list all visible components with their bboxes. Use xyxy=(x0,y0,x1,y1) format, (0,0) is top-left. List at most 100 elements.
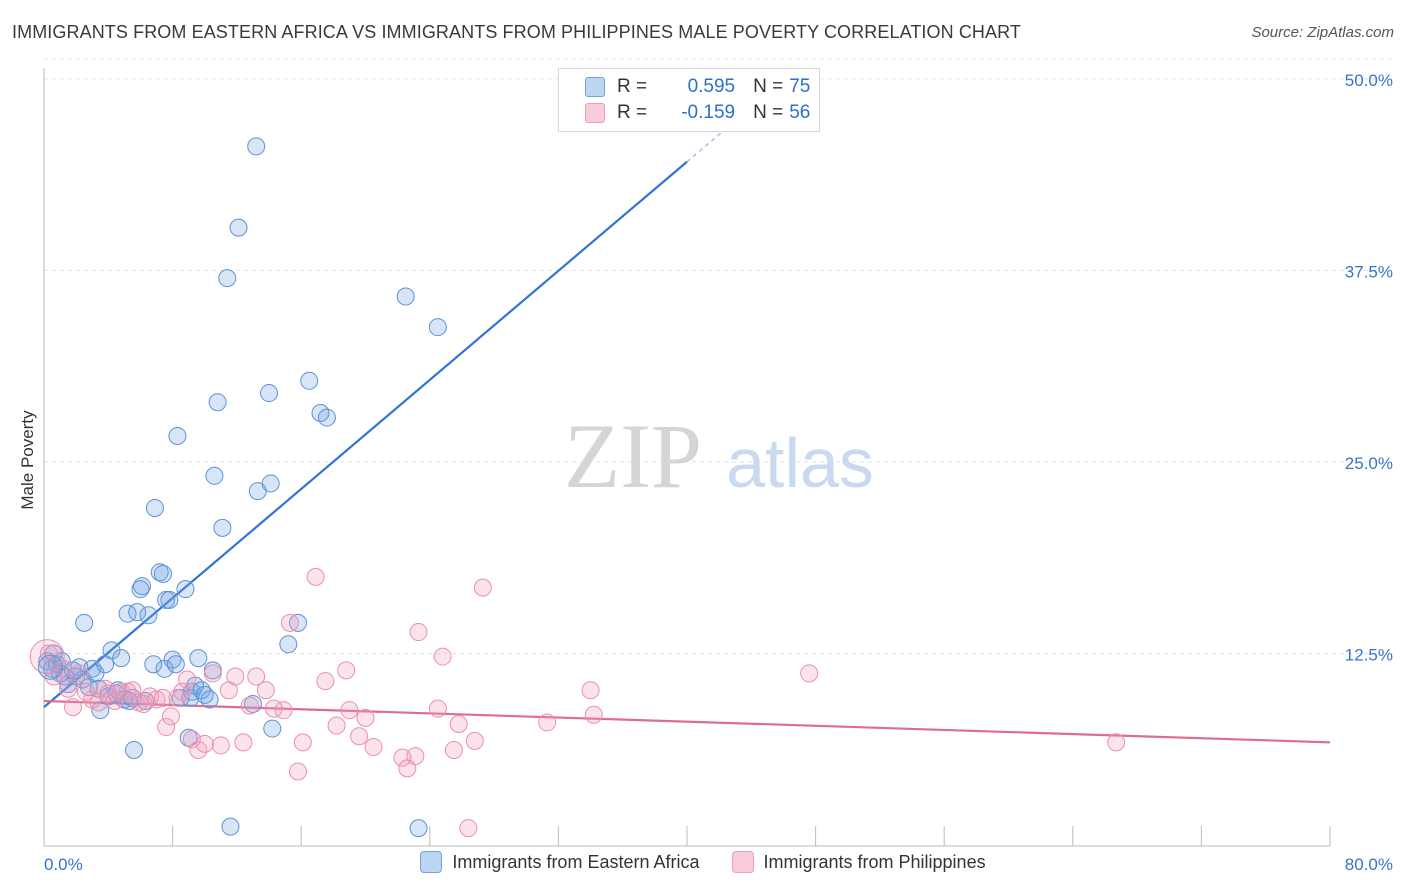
legend-swatch-philippines xyxy=(585,103,605,123)
philippines-point xyxy=(538,713,557,732)
philippines-point xyxy=(99,684,118,703)
eastern-africa-point xyxy=(396,287,415,306)
legend-n-label: N = xyxy=(753,76,784,97)
eastern-africa-point xyxy=(108,681,127,700)
x-tick-label: 0.0% xyxy=(44,855,83,874)
eastern-africa-point xyxy=(218,269,237,288)
philippines-point xyxy=(465,731,484,750)
eastern-africa-point xyxy=(317,408,336,427)
eastern-africa-point xyxy=(144,655,163,674)
eastern-africa-point xyxy=(112,649,131,668)
legend-swatch-eastern-africa xyxy=(585,77,605,97)
y-tick-label: 12.5% xyxy=(1345,646,1393,665)
philippines-point xyxy=(240,696,259,715)
philippines-point xyxy=(112,682,131,701)
philippines-point xyxy=(203,664,222,683)
philippines-point xyxy=(234,733,253,752)
eastern-africa-point xyxy=(128,603,147,622)
eastern-africa-point xyxy=(261,474,280,493)
philippines-point xyxy=(327,716,346,735)
eastern-africa-point xyxy=(168,426,187,445)
eastern-africa-point xyxy=(179,728,198,747)
series-name: Immigrants from Eastern Africa xyxy=(452,851,700,872)
legend-n-value: 56 xyxy=(789,102,811,123)
philippines-point xyxy=(195,734,214,753)
eastern-africa-point xyxy=(300,371,319,390)
philippines-point xyxy=(63,698,82,717)
philippines-point xyxy=(76,682,95,701)
eastern-africa-point xyxy=(189,649,208,668)
philippines-point xyxy=(800,664,819,683)
grid-lines xyxy=(44,58,1395,654)
x-tick-label: 80.0% xyxy=(1345,855,1393,874)
eastern-africa-point-cluster xyxy=(37,654,63,680)
series-legend-philippines: Immigrants from Philippines xyxy=(731,851,986,873)
eastern-africa-trend-line xyxy=(43,160,688,708)
philippines-point xyxy=(581,681,600,700)
philippines-point xyxy=(226,667,245,686)
axes xyxy=(43,68,1331,847)
philippines-point xyxy=(1107,733,1126,752)
philippines-point xyxy=(449,714,468,733)
philippines-point xyxy=(406,747,425,766)
eastern-africa-point xyxy=(166,655,185,674)
philippines-point xyxy=(70,664,89,683)
series-legend-eastern-africa: Immigrants from Eastern Africa xyxy=(420,851,700,873)
philippines-point xyxy=(147,690,166,709)
eastern-africa-point xyxy=(176,580,195,599)
series-swatch-philippines xyxy=(731,851,754,873)
eastern-africa-point xyxy=(229,218,248,237)
philippines-point xyxy=(584,705,603,724)
philippines-point xyxy=(393,748,412,767)
legend-r-value: 0.595 xyxy=(687,76,736,97)
philippines-point xyxy=(280,613,299,632)
eastern-africa-point xyxy=(131,580,150,599)
philippines-point xyxy=(350,727,369,746)
eastern-africa-point xyxy=(409,819,428,838)
philippines-point xyxy=(444,741,463,760)
legend-r-value: -0.159 xyxy=(681,102,736,123)
philippines-point xyxy=(44,667,63,686)
eastern-africa-point xyxy=(260,384,279,403)
philippines-point xyxy=(473,578,492,597)
philippines-point xyxy=(247,667,266,686)
philippines-point xyxy=(274,701,293,720)
series-swatch-eastern-africa xyxy=(420,851,443,873)
legend-row-eastern-africa: R = 0.595 N = 75 xyxy=(585,74,810,100)
correlation-legend: R = 0.595 N = 75 R = -0.159 N = 56 xyxy=(558,68,820,132)
eastern-africa-point xyxy=(213,518,232,537)
eastern-africa-point xyxy=(311,403,330,422)
philippines-point xyxy=(178,670,197,689)
data-points xyxy=(29,137,1126,838)
eastern-africa-point xyxy=(200,690,219,709)
philippines-point xyxy=(306,567,325,586)
series-name: Immigrants from Philippines xyxy=(763,851,986,872)
philippines-point xyxy=(153,688,172,707)
source-credit: Source: ZipAtlas.com xyxy=(1251,24,1394,41)
philippines-point xyxy=(428,699,447,718)
eastern-africa-point xyxy=(243,695,262,714)
eastern-africa-point xyxy=(263,719,282,738)
eastern-africa-point xyxy=(247,137,266,156)
eastern-africa-point xyxy=(205,466,224,485)
eastern-africa-point xyxy=(153,564,172,583)
philippines-point xyxy=(59,679,78,698)
eastern-africa-point xyxy=(75,613,94,632)
y-tick-label: 50.0% xyxy=(1345,71,1393,90)
eastern-africa-point xyxy=(125,741,144,760)
philippines-point xyxy=(409,623,428,642)
philippines-point xyxy=(340,701,359,720)
watermark-zip: ZIP xyxy=(564,405,702,507)
watermark: ZIP atlas xyxy=(564,405,874,507)
philippines-point xyxy=(39,644,58,663)
eastern-africa-point xyxy=(118,604,137,623)
legend-n-value: 75 xyxy=(789,76,811,97)
eastern-africa-point xyxy=(133,577,152,596)
eastern-africa-point xyxy=(102,641,121,660)
eastern-africa-point xyxy=(86,664,105,683)
eastern-africa-point xyxy=(208,393,227,412)
y-tick-label: 37.5% xyxy=(1345,263,1393,282)
chart-title: IMMIGRANTS FROM EASTERN AFRICA VS IMMIGR… xyxy=(12,22,1022,42)
series-legend: Immigrants from Eastern Africa Immigrant… xyxy=(0,851,1406,873)
